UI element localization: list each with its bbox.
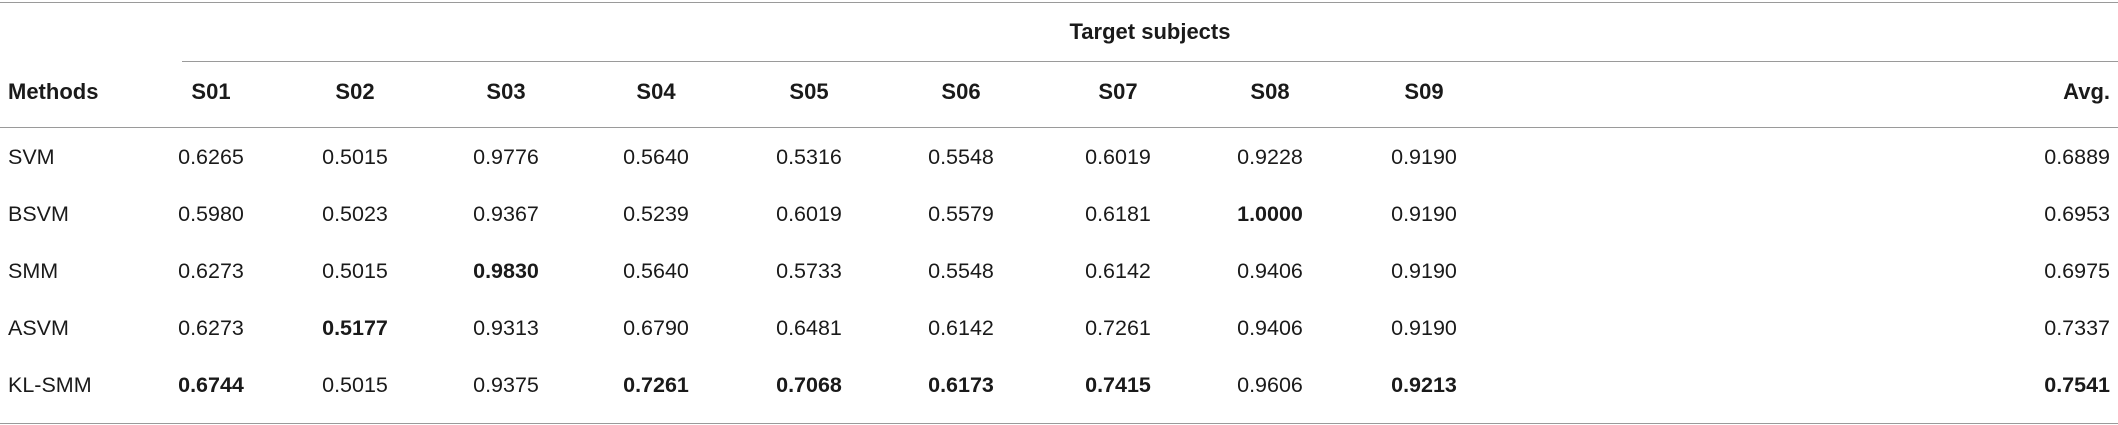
column-header-s02: S02: [335, 79, 375, 104]
cell-s03: 0.9776: [473, 145, 539, 169]
header-rule: [0, 127, 2118, 128]
cell-s08: 1.0000: [1237, 202, 1303, 226]
cell-s06: 0.6173: [928, 373, 994, 397]
cell-s05: 0.6019: [776, 202, 842, 226]
cell-s03: 0.9830: [473, 259, 539, 283]
cell-s06: 0.5579: [928, 202, 994, 226]
cell-s09: 0.9190: [1391, 316, 1457, 340]
cell-avg: 0.6953: [2044, 202, 2110, 226]
cell-s08: 0.9606: [1237, 373, 1303, 397]
column-header-s06: S06: [941, 79, 981, 104]
cell-avg: 0.6889: [2044, 145, 2110, 169]
cell-s01: 0.6744: [178, 373, 244, 397]
cell-s04: 0.6790: [623, 316, 689, 340]
table-header-row: Methods S01 S02 S03 S04 S05 S06 S07 S08 …: [0, 72, 2118, 112]
column-header-s04: S04: [636, 79, 676, 104]
column-header-s03: S03: [486, 79, 526, 104]
cell-s02: 0.5015: [322, 259, 388, 283]
method-name: SVM: [8, 145, 55, 169]
column-header-s09: S09: [1404, 79, 1444, 104]
cell-avg: 0.6975: [2044, 259, 2110, 283]
cell-s07: 0.6181: [1085, 202, 1151, 226]
column-header-s07: S07: [1098, 79, 1138, 104]
table-bottom-rule: [0, 423, 2118, 424]
table-row: BSVM 0.5980 0.5023 0.9367 0.5239 0.6019 …: [0, 196, 2118, 232]
table-row: KL-SMM 0.6744 0.5015 0.9375 0.7261 0.706…: [0, 367, 2118, 403]
cell-s09: 0.9190: [1391, 145, 1457, 169]
group-header-rule: [182, 61, 2118, 62]
cell-s08: 0.9406: [1237, 259, 1303, 283]
method-name: KL-SMM: [8, 373, 92, 397]
cell-s02: 0.5177: [322, 316, 388, 340]
cell-s07: 0.6019: [1085, 145, 1151, 169]
column-header-s08: S08: [1250, 79, 1290, 104]
cell-s08: 0.9228: [1237, 145, 1303, 169]
cell-s01: 0.6273: [178, 259, 244, 283]
cell-s09: 0.9190: [1391, 259, 1457, 283]
cell-s01: 0.5980: [178, 202, 244, 226]
cell-s03: 0.9313: [473, 316, 539, 340]
cell-s07: 0.6142: [1085, 259, 1151, 283]
cell-s03: 0.9375: [473, 373, 539, 397]
cell-s04: 0.5640: [623, 259, 689, 283]
cell-avg: 0.7337: [2044, 316, 2110, 340]
method-name: BSVM: [8, 202, 69, 226]
method-name: SMM: [8, 259, 59, 283]
cell-s06: 0.5548: [928, 145, 994, 169]
cell-s05: 0.5733: [776, 259, 842, 283]
cell-s04: 0.7261: [623, 373, 689, 397]
table-top-rule: [0, 2, 2118, 3]
cell-s08: 0.9406: [1237, 316, 1303, 340]
cell-s05: 0.6481: [776, 316, 842, 340]
cell-s05: 0.5316: [776, 145, 842, 169]
method-name: ASVM: [8, 316, 69, 340]
table-row: ASVM 0.6273 0.5177 0.9313 0.6790 0.6481 …: [0, 310, 2118, 346]
cell-s09: 0.9213: [1391, 373, 1457, 397]
cell-s07: 0.7415: [1085, 373, 1151, 397]
cell-s06: 0.6142: [928, 316, 994, 340]
cell-s01: 0.6265: [178, 145, 244, 169]
cell-s06: 0.5548: [928, 259, 994, 283]
column-header-s05: S05: [789, 79, 829, 104]
cell-s04: 0.5239: [623, 202, 689, 226]
cell-s03: 0.9367: [473, 202, 539, 226]
cell-s04: 0.5640: [623, 145, 689, 169]
cell-s02: 0.5015: [322, 373, 388, 397]
cell-s02: 0.5015: [322, 145, 388, 169]
column-header-avg: Avg.: [2063, 79, 2110, 104]
group-header-target-subjects: Target subjects: [1069, 19, 1231, 44]
cell-s02: 0.5023: [322, 202, 388, 226]
column-header-methods: Methods: [8, 79, 99, 104]
table-row: SVM 0.6265 0.5015 0.9776 0.5640 0.5316 0…: [0, 139, 2118, 175]
cell-s07: 0.7261: [1085, 316, 1151, 340]
table-row: SMM 0.6273 0.5015 0.9830 0.5640 0.5733 0…: [0, 253, 2118, 289]
cell-s09: 0.9190: [1391, 202, 1457, 226]
cell-s05: 0.7068: [776, 373, 842, 397]
cell-avg: 0.7541: [2044, 373, 2110, 397]
column-header-s01: S01: [191, 79, 231, 104]
cell-s01: 0.6273: [178, 316, 244, 340]
